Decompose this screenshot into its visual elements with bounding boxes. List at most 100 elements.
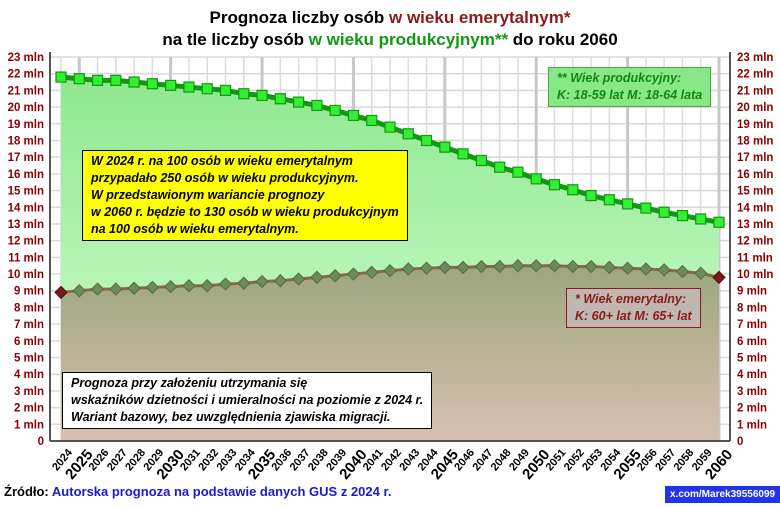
- productive-marker: [329, 104, 341, 117]
- retirement-marker: [456, 260, 470, 275]
- source-text: Autorska prognoza na podstawie danych GU…: [51, 484, 392, 499]
- y-tick-label-left: 6 mln: [14, 336, 44, 348]
- y-tick-label-left: 18 mln: [8, 135, 44, 147]
- productive-marker: [567, 184, 579, 196]
- y-tick-label-left: 4 mln: [14, 369, 44, 381]
- y-tick-label-left: 7 mln: [14, 319, 44, 331]
- y-tick-label-left: 10 mln: [8, 269, 44, 281]
- productive-marker: [146, 78, 158, 90]
- x-tick-label: 2052: [562, 447, 587, 473]
- y-tick-label-right: 4 mln: [737, 369, 767, 381]
- note-line: na 100 osób w wieku emerytalnym.: [91, 222, 299, 236]
- productive-marker: [475, 154, 487, 167]
- productive-marker: [402, 128, 414, 140]
- retirement-marker: [54, 285, 68, 300]
- retirement-marker: [675, 264, 690, 279]
- note-line: przypadało 250 osób w wieku produkcyjnym…: [91, 171, 359, 185]
- title-line-2: na tle liczby osób w wieku produkcyjnym*…: [0, 30, 780, 50]
- y-tick-label-left: 9 mln: [14, 286, 44, 298]
- source: Źródło: Autorska prognoza na podstawie d…: [4, 484, 391, 499]
- y-tick-label-left: 1 mln: [14, 419, 44, 431]
- productive-marker: [603, 194, 615, 206]
- source-label: Źródło:: [4, 484, 52, 499]
- retirement-marker: [310, 270, 324, 285]
- retirement-marker: [383, 263, 397, 278]
- x-tick-label: 2043: [397, 447, 422, 473]
- note-line: W przedstawionym wariancie prognozy: [91, 188, 325, 202]
- productive-marker: [530, 173, 542, 185]
- productive-marker: [695, 213, 707, 225]
- y-tick-label-right: 19 mln: [737, 119, 773, 131]
- note-line: w 2060 r. będzie to 130 osób w wieku pro…: [91, 205, 399, 219]
- retirement-marker: [72, 284, 86, 298]
- retirement-marker: [639, 262, 653, 276]
- retirement-marker: [255, 274, 269, 289]
- y-tick-label-left: 11 mln: [8, 252, 44, 264]
- retirement-marker: [566, 259, 580, 274]
- x-tick-label: 2027: [105, 447, 130, 473]
- productive-legend: ** Wiek produkcyjny: K: 18-59 lat M: 18-…: [548, 67, 712, 107]
- productive-marker: [55, 71, 67, 83]
- y-tick-label-right: 7 mln: [737, 319, 767, 331]
- retirement-marker: [237, 276, 251, 290]
- title-productive: w wieku produkcyjnym**: [308, 30, 509, 49]
- legend-line: * Wiek emerytalny:: [575, 292, 687, 306]
- retirement-marker: [218, 277, 233, 291]
- note-line: wskaźników dzietności i umieralności na …: [71, 393, 424, 407]
- y-tick-label-right: 20 mln: [737, 102, 773, 114]
- retirement-marker: [511, 258, 525, 273]
- productive-marker: [165, 79, 177, 91]
- x-tick-label: 2057: [653, 447, 678, 473]
- y-tick-label-left: 2 mln: [14, 403, 44, 415]
- note-line: W 2024 r. na 100 osób w wieku emerytalny…: [91, 154, 353, 168]
- y-tick-label-right: 9 mln: [737, 286, 767, 298]
- productive-marker: [420, 134, 433, 147]
- y-tick-label-right: 2 mln: [737, 403, 767, 415]
- y-tick-label-right: 15 mln: [737, 186, 773, 198]
- y-tick-label-right: 1 mln: [737, 419, 767, 431]
- productive-marker: [622, 198, 634, 210]
- retirement-marker: [401, 262, 415, 276]
- y-tick-label-right: 12 mln: [737, 236, 773, 248]
- retirement-marker: [438, 260, 452, 275]
- y-tick-label-right: 14 mln: [737, 202, 773, 214]
- productive-marker: [274, 93, 286, 105]
- y-tick-label-left: 20 mln: [8, 102, 44, 114]
- productive-marker: [457, 148, 469, 160]
- x-tick-label: 2036: [269, 447, 294, 473]
- productive-marker: [439, 141, 451, 153]
- y-tick-label-left: 17 mln: [8, 152, 44, 164]
- productive-marker: [201, 83, 213, 95]
- retirement-marker: [328, 269, 342, 283]
- y-tick-label-right: 22 mln: [737, 69, 773, 81]
- legend-line: ** Wiek produkcyjny:: [557, 71, 682, 85]
- retirement-marker: [602, 260, 617, 275]
- y-tick-label-left: 5 mln: [14, 353, 44, 365]
- y-tick-label-right: 13 mln: [737, 219, 773, 231]
- productive-marker: [311, 99, 323, 112]
- ratio-note: W 2024 r. na 100 osób w wieku emerytalny…: [82, 150, 408, 241]
- x-tick-label: 2058: [672, 447, 697, 473]
- productive-marker: [676, 210, 689, 222]
- y-tick-label-right: 6 mln: [737, 336, 767, 348]
- y-tick-label-left: 23 mln: [8, 52, 44, 64]
- retirement-marker: [109, 282, 123, 296]
- retirement-marker: [529, 258, 543, 273]
- y-tick-label-left: 21 mln: [8, 85, 44, 97]
- y-tick-label-left: 22 mln: [8, 69, 44, 81]
- y-tick-label-right: 23 mln: [737, 52, 773, 64]
- productive-marker: [366, 114, 378, 127]
- x-tick-label: 2031: [178, 447, 203, 473]
- y-tick-label-left: 12 mln: [8, 236, 44, 248]
- y-tick-label-right: 10 mln: [737, 269, 773, 281]
- author-link[interactable]: x.com/Marek39556099: [665, 486, 780, 503]
- y-tick-label-left: 3 mln: [14, 386, 44, 398]
- x-tick-label: 2041: [361, 447, 386, 473]
- x-tick-label: 2048: [489, 447, 514, 473]
- productive-marker: [713, 216, 725, 228]
- productive-marker: [585, 189, 597, 202]
- note-line: Wariant bazowy, bez uwzględnienia zjawis…: [71, 410, 391, 424]
- retirement-marker: [145, 280, 160, 295]
- y-tick-label-left: 16 mln: [8, 169, 44, 181]
- y-tick-label-right: 17 mln: [737, 152, 773, 164]
